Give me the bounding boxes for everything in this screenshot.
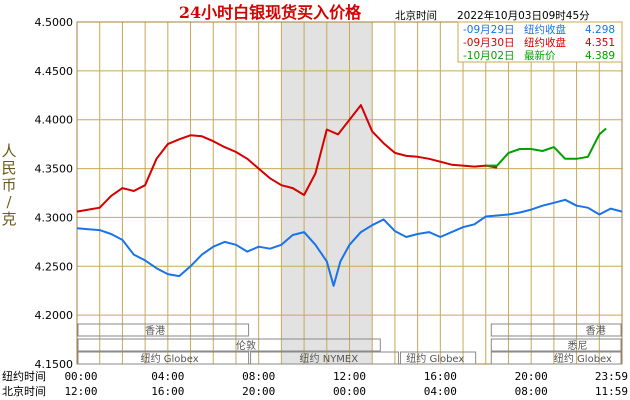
series-line (485, 127, 607, 167)
y-axis-label-char: / (6, 193, 12, 211)
y-tick-label: 4.4000 (35, 114, 74, 127)
x-tick-label: 04:00 (424, 385, 457, 398)
x-tick-label: 12:00 (64, 385, 97, 398)
y-axis-label-char: 民 (1, 159, 16, 177)
x-tick-label: 20:00 (515, 370, 548, 383)
legend-value: 4.351 (585, 37, 615, 49)
x-row-label: 北京时间 (2, 384, 46, 398)
market-bar (490, 323, 622, 337)
y-axis-label-char: 人 (1, 142, 16, 160)
grid-lines (76, 21, 623, 365)
market-bar (490, 338, 622, 352)
header-beijing-time-label: 北京时间 (395, 9, 437, 22)
legend-box (457, 21, 623, 63)
y-tick-label: 4.2000 (35, 309, 74, 322)
x-tick-label: 16:00 (151, 385, 184, 398)
market-bar (399, 351, 477, 365)
market-label: 伦敦 (236, 339, 256, 352)
y-tick-label: 4.3000 (35, 211, 74, 224)
y-tick-label: 4.2500 (35, 260, 74, 273)
legend-label: 纽约收盘 (524, 23, 566, 36)
y-tick-label: 4.4500 (35, 65, 74, 78)
market-bar (250, 351, 399, 365)
x-tick-label: 11:59 (595, 385, 628, 398)
legend-label: 最新价 (524, 49, 556, 62)
legend-date: -09月29日 (463, 24, 515, 36)
market-label: 纽约 Globex (141, 352, 199, 365)
x-tick-label: 23:59 (595, 370, 628, 383)
legend-label: 纽约收盘 (524, 36, 566, 49)
x-tick-label: 00:00 (333, 385, 366, 398)
market-label: 悉尼 (568, 340, 588, 352)
legend: -09月29日 纽约收盘 4.298 -09月30日 纽约收盘 4.351 -10月02日最… (457, 21, 623, 63)
legend-value: 4.298 (585, 24, 615, 36)
series-lines (76, 104, 623, 287)
x-tick-label: 12:00 (333, 370, 366, 383)
chart-title: 24小时白银现货买入价格 (179, 3, 362, 22)
x-tick-label: 00:00 (64, 370, 97, 383)
market-label: 香港 (586, 325, 606, 337)
x-tick-label: 16:00 (424, 370, 457, 383)
legend-date: -10月02日 (463, 50, 515, 62)
y-tick-label: 4.5000 (35, 16, 74, 29)
y-tick-label: 4.1500 (35, 358, 74, 371)
x-tick-label: 04:00 (151, 370, 184, 383)
x-tick-label: 08:00 (515, 385, 548, 398)
y-axis-label: 人民币/克 (1, 142, 16, 228)
x-tick-label: 20:00 (242, 385, 275, 398)
market-label: 纽约 Globex (554, 352, 612, 365)
market-label: 纽约 Globex (406, 352, 464, 365)
y-axis-label-char: 币 (1, 176, 16, 194)
market-label: 纽约 NYMEX (300, 352, 359, 365)
market-label: 香港 (145, 325, 165, 337)
legend-value: 4.389 (585, 50, 615, 62)
series-line (76, 198, 623, 287)
x-tick-label: 08:00 (242, 370, 275, 383)
x-row-label: 纽约时间 (2, 369, 46, 383)
y-tick-label: 4.3500 (35, 163, 74, 176)
market-bar (490, 351, 622, 365)
market-bar (77, 338, 381, 352)
axes-labels: 4.5000 4.4500 4.4000 4.3500 4.3000 4.2500 4.20… (2, 16, 628, 398)
market-bar (77, 323, 250, 337)
series-line (76, 104, 498, 213)
header-timestamp: 2022年10月03日09时45分 (457, 9, 590, 22)
market-bar (77, 351, 250, 365)
legend-date: -09月30日 (463, 37, 515, 49)
y-axis-label-char: 克 (1, 210, 16, 228)
